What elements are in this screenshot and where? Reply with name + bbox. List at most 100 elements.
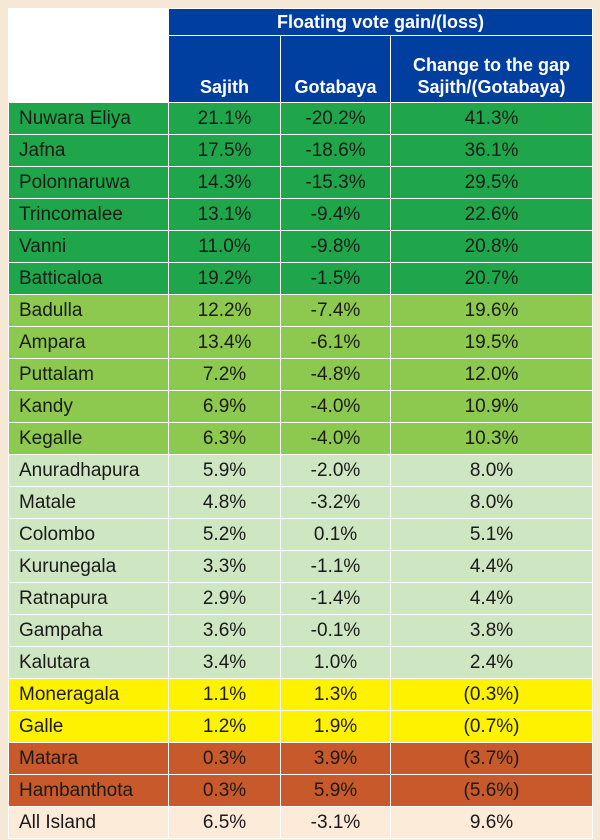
table-row: Matara 0.3% 3.9% (3.7%) — [8, 742, 594, 775]
gotabaya-value-cell: 1.0% — [280, 646, 391, 679]
district-name-cell: Puttalam — [8, 358, 169, 391]
gap-change-cell: (0.3%) — [389, 678, 594, 711]
table-row: Badulla 12.2% -7.4% 19.6% — [8, 294, 594, 327]
sajith-value-cell: 12.2% — [168, 294, 281, 327]
gap-change-cell: 12.0% — [389, 358, 594, 391]
gap-change-cell: 41.3% — [389, 102, 594, 135]
district-name-cell: Jafna — [8, 134, 169, 167]
sajith-value-cell: 0.3% — [168, 774, 281, 807]
gap-change-cell: (3.7%) — [389, 742, 594, 775]
sajith-value-cell: 6.9% — [168, 390, 281, 423]
gotabaya-value-cell: 5.9% — [280, 774, 391, 807]
district-name-cell: Badulla — [8, 294, 169, 327]
gap-change-cell: (0.7%) — [389, 710, 594, 743]
district-name-cell: Kurunegala — [8, 550, 169, 583]
gotabaya-header: Gotabaya — [280, 35, 391, 103]
district-name-cell: Galle — [8, 710, 169, 743]
sajith-value-cell: 3.4% — [168, 646, 281, 679]
district-name-cell: All Island — [8, 806, 169, 839]
gap-change-cell: 22.6% — [389, 198, 594, 231]
gotabaya-value-cell: 1.3% — [280, 678, 391, 711]
table-row: Vanni 11.0% -9.8% 20.8% — [8, 230, 594, 263]
table-row: All Island 6.5% -3.1% 9.6% — [8, 806, 594, 839]
district-name-cell: Trincomalee — [8, 198, 169, 231]
district-header — [8, 35, 169, 103]
sajith-value-cell: 4.8% — [168, 486, 281, 519]
table-row: Puttalam 7.2% -4.8% 12.0% — [8, 358, 594, 391]
table-row: Ratnapura 2.9% -1.4% 4.4% — [8, 582, 594, 615]
district-name-cell: Nuwara Eliya — [8, 102, 169, 135]
table-row: Moneragala 1.1% 1.3% (0.3%) — [8, 678, 594, 711]
corner-cell — [8, 8, 169, 36]
sajith-value-cell: 14.3% — [168, 166, 281, 199]
district-name-cell: Kandy — [8, 390, 169, 423]
sajith-value-cell: 5.2% — [168, 518, 281, 551]
table-row: Batticaloa 19.2% -1.5% 20.7% — [8, 262, 594, 295]
district-name-cell: Gampaha — [8, 614, 169, 647]
table-row: Kurunegala 3.3% -1.1% 4.4% — [8, 550, 594, 583]
sajith-value-cell: 17.5% — [168, 134, 281, 167]
sajith-value-cell: 11.0% — [168, 230, 281, 263]
gotabaya-value-cell: -0.1% — [280, 614, 391, 647]
district-name-cell: Moneragala — [8, 678, 169, 711]
sajith-value-cell: 5.9% — [168, 454, 281, 487]
district-name-cell: Polonnaruwa — [8, 166, 169, 199]
table-row: Gampaha 3.6% -0.1% 3.8% — [8, 614, 594, 647]
gap-change-cell: 3.8% — [389, 614, 594, 647]
gap-change-cell: 4.4% — [389, 550, 594, 583]
district-name-cell: Matale — [8, 486, 169, 519]
gotabaya-value-cell: 1.9% — [280, 710, 391, 743]
table-row: Colombo 5.2% 0.1% 5.1% — [8, 518, 594, 551]
gotabaya-value-cell: -1.4% — [280, 582, 391, 615]
table-row: Nuwara Eliya 21.1% -20.2% 41.3% — [8, 102, 594, 135]
district-name-cell: Vanni — [8, 230, 169, 263]
table-row: Jafna 17.5% -18.6% 36.1% — [8, 134, 594, 167]
table-row: Kandy 6.9% -4.0% 10.9% — [8, 390, 594, 423]
district-name-cell: Anuradhapura — [8, 454, 169, 487]
district-name-cell: Ampara — [8, 326, 169, 359]
sajith-value-cell: 13.1% — [168, 198, 281, 231]
table-row: Hambanthota 0.3% 5.9% (5.6%) — [8, 774, 594, 807]
sajith-header: Sajith — [168, 35, 281, 103]
sajith-value-cell: 13.4% — [168, 326, 281, 359]
table-row: Kegalle 6.3% -4.0% 10.3% — [8, 422, 594, 455]
sajith-value-cell: 7.2% — [168, 358, 281, 391]
gotabaya-value-cell: -15.3% — [280, 166, 391, 199]
sajith-value-cell: 6.5% — [168, 806, 281, 839]
table-row: Ampara 13.4% -6.1% 19.5% — [8, 326, 594, 359]
gap-change-cell: 8.0% — [389, 486, 594, 519]
gotabaya-value-cell: -4.0% — [280, 390, 391, 423]
district-name-cell: Kegalle — [8, 422, 169, 455]
gotabaya-value-cell: -7.4% — [280, 294, 391, 327]
district-name-cell: Kalutara — [8, 646, 169, 679]
gap-change-cell: 20.8% — [389, 230, 594, 263]
gap-change-cell: 19.6% — [389, 294, 594, 327]
gotabaya-value-cell: -1.1% — [280, 550, 391, 583]
table-body: Nuwara Eliya 21.1% -20.2% 41.3% Jafna 17.5% -1… — [8, 102, 594, 839]
gotabaya-value-cell: -4.0% — [280, 422, 391, 455]
table-row: Kalutara 3.4% 1.0% 2.4% — [8, 646, 594, 679]
gap-change-cell: 19.5% — [389, 326, 594, 359]
district-name-cell: Ratnapura — [8, 582, 169, 615]
sajith-value-cell: 1.2% — [168, 710, 281, 743]
district-name-cell: Colombo — [8, 518, 169, 551]
table-row: Galle 1.2% 1.9% (0.7%) — [8, 710, 594, 743]
gap-change-cell: 10.3% — [389, 422, 594, 455]
table-row: Anuradhapura 5.9% -2.0% 8.0% — [8, 454, 594, 487]
sajith-value-cell: 19.2% — [168, 262, 281, 295]
gap-change-cell: 29.5% — [389, 166, 594, 199]
gap-change-cell: 20.7% — [389, 262, 594, 295]
sajith-value-cell: 6.3% — [168, 422, 281, 455]
gap-change-cell: (5.6%) — [389, 774, 594, 807]
floating-vote-table: Floating vote gain/(loss) Sajith Gotabay… — [8, 8, 594, 839]
sajith-value-cell: 1.1% — [168, 678, 281, 711]
gotabaya-value-cell: -9.4% — [280, 198, 391, 231]
gap-change-cell: 10.9% — [389, 390, 594, 423]
gotabaya-value-cell: 3.9% — [280, 742, 391, 775]
district-name-cell: Matara — [8, 742, 169, 775]
gap-change-header: Change to the gap Sajith/(Gotabaya) — [389, 35, 594, 103]
gap-change-cell: 36.1% — [389, 134, 594, 167]
gotabaya-value-cell: -20.2% — [280, 102, 391, 135]
table-row: Polonnaruwa 14.3% -15.3% 29.5% — [8, 166, 594, 199]
gotabaya-value-cell: -18.6% — [280, 134, 391, 167]
